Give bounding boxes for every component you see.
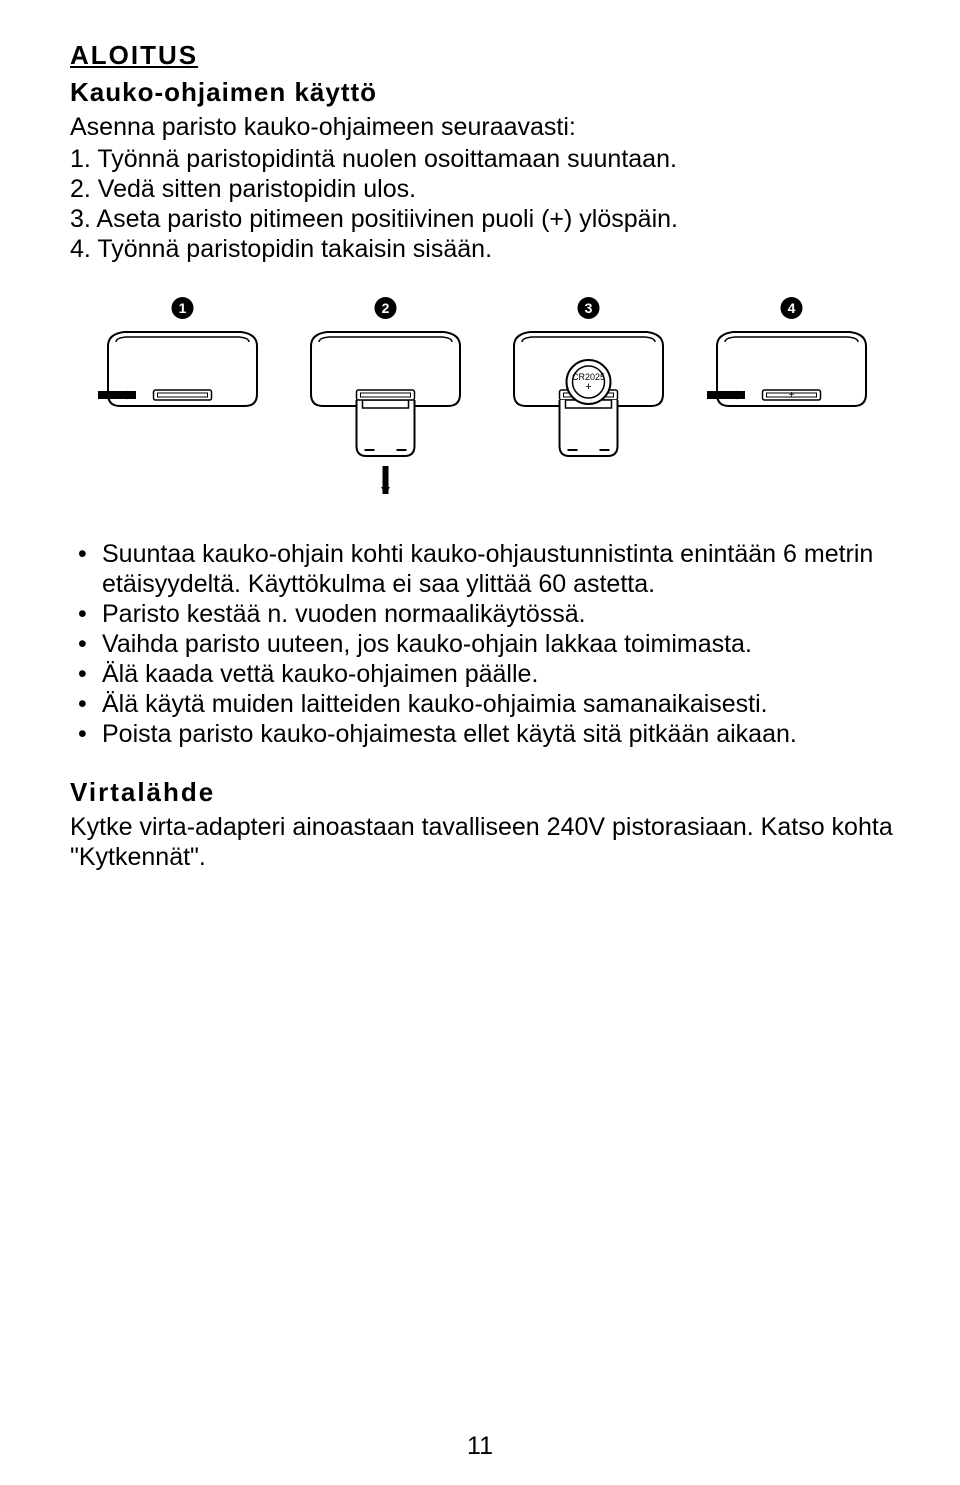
list-item: •Älä kaada vettä kauko-ohjaimen päälle. — [78, 659, 900, 689]
bullet-text: Paristo kestää n. vuoden normaalikäytöss… — [102, 599, 586, 629]
svg-text:3: 3 — [585, 300, 593, 316]
step-3: 3. Aseta paristo pitimeen positiivinen p… — [70, 204, 900, 234]
svg-text:+: + — [585, 381, 591, 393]
step-4: 4. Työnnä paristopidin takaisin sisään. — [70, 234, 900, 264]
svg-text:+: + — [789, 390, 795, 401]
page-heading: ALOITUS — [70, 40, 900, 71]
list-item: •Poista paristo kauko-ohjaimesta ellet k… — [78, 719, 900, 749]
notes-list: •Suuntaa kauko-ohjain kohti kauko-ohjaus… — [78, 539, 900, 749]
bullet-text: Poista paristo kauko-ohjaimesta ellet kä… — [102, 719, 797, 749]
battery-install-diagram: 123CR2025+4+ — [90, 294, 900, 499]
bullet-text: Älä käytä muiden laitteiden kauko-ohjaim… — [102, 689, 768, 719]
section1-title: Kauko-ohjaimen käyttö — [70, 77, 900, 108]
section1-intro: Asenna paristo kauko-ohjaimeen seuraavas… — [70, 112, 900, 142]
section2-title: Virtalähde — [70, 777, 900, 808]
bullet-text: Älä kaada vettä kauko-ohjaimen päälle. — [102, 659, 538, 689]
svg-text:1: 1 — [179, 300, 187, 316]
bullet-text: Suuntaa kauko-ohjain kohti kauko-ohjaust… — [102, 539, 900, 599]
svg-text:2: 2 — [382, 300, 390, 316]
svg-text:4: 4 — [788, 300, 796, 316]
list-item: •Paristo kestää n. vuoden normaalikäytös… — [78, 599, 900, 629]
step-1: 1. Työnnä paristopidintä nuolen osoittam… — [70, 144, 900, 174]
list-item: •Älä käytä muiden laitteiden kauko-ohjai… — [78, 689, 900, 719]
section2-body: Kytke virta-adapteri ainoastaan tavallis… — [70, 812, 900, 872]
list-item: •Vaihda paristo uuteen, jos kauko-ohjain… — [78, 629, 900, 659]
list-item: •Suuntaa kauko-ohjain kohti kauko-ohjaus… — [78, 539, 900, 599]
page-number: 11 — [0, 1432, 960, 1461]
bullet-text: Vaihda paristo uuteen, jos kauko-ohjain … — [102, 629, 752, 659]
step-2: 2. Vedä sitten paristopidin ulos. — [70, 174, 900, 204]
